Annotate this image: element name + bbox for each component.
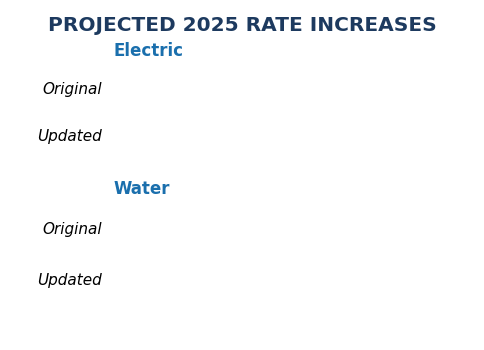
Text: Original: Original bbox=[42, 222, 102, 237]
Text: 4%*: 4%* bbox=[309, 129, 342, 144]
Text: Updated: Updated bbox=[37, 273, 102, 287]
Text: Original: Original bbox=[42, 82, 102, 97]
Text: 7%: 7% bbox=[181, 129, 205, 144]
Text: Updated: Updated bbox=[37, 129, 102, 144]
Text: 9%: 9% bbox=[297, 222, 321, 237]
Text: 8%: 8% bbox=[272, 273, 297, 287]
Text: Electric: Electric bbox=[114, 42, 183, 60]
Text: 15%: 15% bbox=[430, 82, 466, 97]
Text: Water: Water bbox=[114, 180, 170, 198]
Text: PROJECTED 2025 RATE INCREASES: PROJECTED 2025 RATE INCREASES bbox=[48, 16, 436, 35]
